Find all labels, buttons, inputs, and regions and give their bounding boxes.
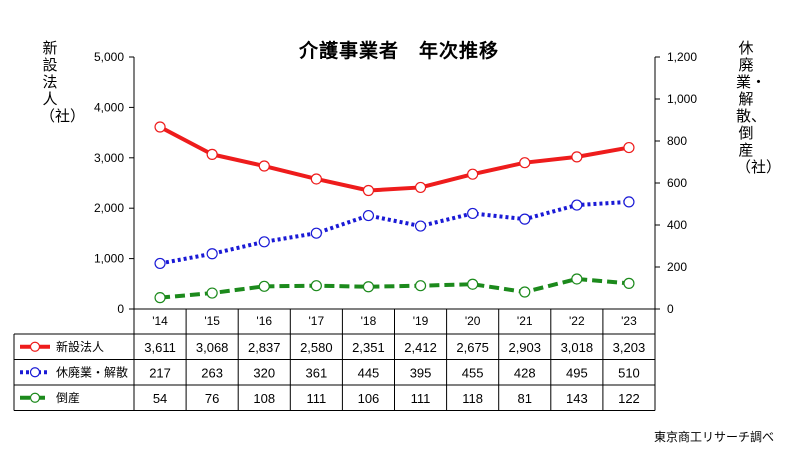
table-cell-value: 510 <box>618 365 640 380</box>
data-point-2 <box>467 278 479 290</box>
category-label: '20 <box>465 314 481 328</box>
chart-title-text: 介護事業者 年次推移 <box>298 40 499 62</box>
data-point-1 <box>571 199 583 211</box>
left-tick-label: 3,000 <box>94 151 124 165</box>
category-label: '23 <box>621 314 637 328</box>
data-point-0 <box>258 160 270 172</box>
data-point-1 <box>362 209 375 222</box>
data-point-2 <box>414 280 427 292</box>
table-cell-value: 118 <box>462 391 483 406</box>
table-cell-value: 428 <box>514 365 536 380</box>
data-point-1 <box>623 196 635 208</box>
data-point-1 <box>206 248 218 260</box>
left-tick-label: 0 <box>117 302 124 316</box>
right-tick-label: 600 <box>667 176 687 190</box>
category-label: '19 <box>413 314 429 328</box>
source-note: 東京商工リサーチ調べ <box>653 430 774 444</box>
left-tick-label: 1,000 <box>94 252 124 266</box>
series-line-1 <box>159 199 630 266</box>
table-cell-value: 2,837 <box>248 340 281 355</box>
table-cell-value: 106 <box>358 391 380 406</box>
data-point-0 <box>571 151 583 163</box>
table-cell-value: 395 <box>410 365 432 380</box>
table-cell-value: 3,203 <box>613 340 646 355</box>
data-point-1 <box>467 207 479 220</box>
data-point-1 <box>519 213 531 225</box>
legend-marker-1 <box>29 367 41 378</box>
legend-marker-0 <box>29 341 41 352</box>
table-cell-value: 361 <box>305 365 327 380</box>
table-cell-value: 3,611 <box>144 340 176 355</box>
table-cell-value: 263 <box>201 365 223 380</box>
data-point-1 <box>310 227 322 239</box>
table-cell-value: 2,675 <box>456 340 489 355</box>
table-cell-value: 455 <box>462 365 484 380</box>
left-tick-label: 2,000 <box>94 201 124 215</box>
category-label: '16 <box>256 314 272 328</box>
right-tick-label: 800 <box>667 134 687 148</box>
data-point-2 <box>623 277 635 289</box>
category-label: '21 <box>517 314 533 328</box>
data-point-2 <box>258 280 270 292</box>
category-label: '15 <box>204 314 220 328</box>
table-cell-value: 3,068 <box>196 340 229 355</box>
right-tick-label: 200 <box>667 260 687 274</box>
right-tick-label: 400 <box>667 218 687 232</box>
data-point-2 <box>154 292 166 304</box>
right-tick-label: 1,200 <box>667 50 697 64</box>
data-point-2 <box>362 281 375 293</box>
data-point-0 <box>467 168 479 180</box>
table-cell-value: 76 <box>205 391 219 406</box>
table-cell-value: 2,351 <box>352 340 385 355</box>
table-cell-value: 445 <box>358 365 380 380</box>
table-cell-value: 111 <box>306 391 326 406</box>
category-label: '17 <box>309 314 325 328</box>
table-cell-value: 111 <box>411 391 431 406</box>
data-point-0 <box>310 173 322 185</box>
data-point-0 <box>623 141 635 154</box>
data-point-1 <box>258 236 270 248</box>
data-point-0 <box>519 157 531 169</box>
data-point-2 <box>571 273 583 285</box>
right-tick-label: 1,000 <box>667 92 697 106</box>
category-label: '18 <box>361 314 377 328</box>
table-cell-value: 217 <box>149 365 171 380</box>
legend-label-2: 倒産 <box>56 390 80 405</box>
table-cell-value: 2,580 <box>300 340 333 355</box>
table-cell-value: 3,018 <box>561 340 594 355</box>
data-point-0 <box>414 181 427 194</box>
legend-label-0: 新設法人 <box>56 339 104 354</box>
right-tick-label: 0 <box>667 302 674 316</box>
table-cell-value: 320 <box>253 365 275 380</box>
table-cell-value: 54 <box>153 391 167 406</box>
series-line-2 <box>159 276 630 300</box>
table-cell-value: 81 <box>518 391 532 406</box>
legend-label-1: 休廃業・解散 <box>56 364 128 379</box>
data-point-2 <box>206 287 218 299</box>
table-cell-value: 122 <box>618 391 640 406</box>
data-point-2 <box>519 286 531 298</box>
data-point-0 <box>362 184 375 197</box>
data-point-0 <box>206 148 218 160</box>
data-point-1 <box>414 220 427 232</box>
category-label: '14 <box>152 314 168 328</box>
data-point-1 <box>154 257 166 270</box>
legend-marker-2 <box>29 392 41 403</box>
data-point-2 <box>310 280 322 292</box>
left-tick-label: 4,000 <box>94 100 124 114</box>
data-point-0 <box>154 121 166 133</box>
table-cell-value: 2,412 <box>404 340 437 355</box>
left-tick-label: 5,000 <box>94 50 124 64</box>
table-cell-value: 143 <box>566 391 588 406</box>
category-label: '22 <box>569 314 585 328</box>
series-line-0 <box>159 125 630 193</box>
chart-title: 介護事業者 年次推移 <box>0 36 798 63</box>
table-cell-value: 2,903 <box>508 340 541 355</box>
table-cell-value: 108 <box>253 391 275 406</box>
table-cell-value: 495 <box>566 365 588 380</box>
